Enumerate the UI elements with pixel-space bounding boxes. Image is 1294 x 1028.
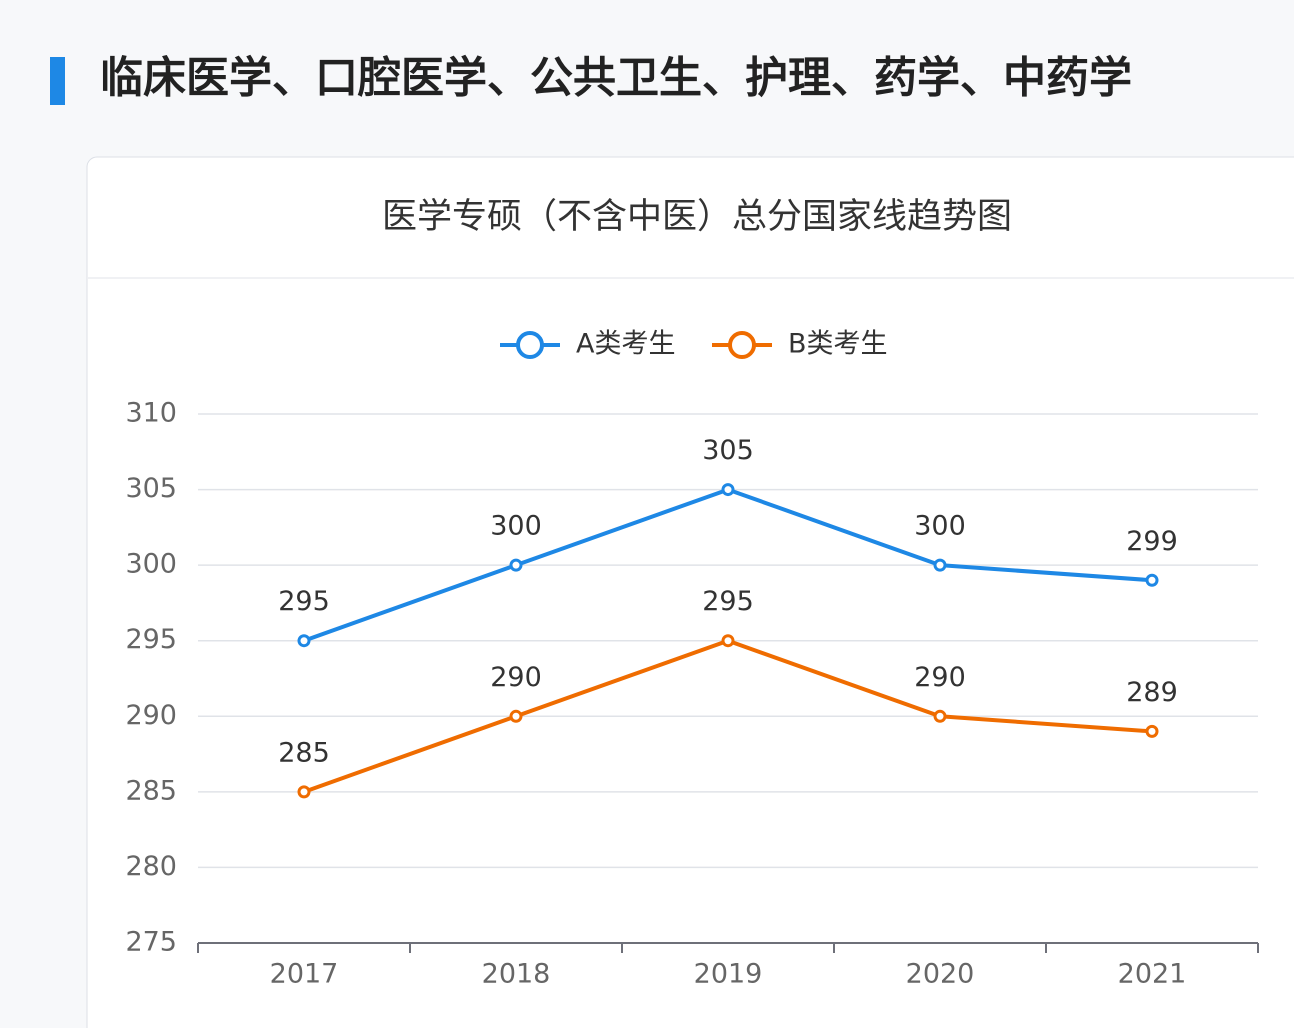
data-label: 300 xyxy=(914,511,966,542)
y-tick-label: 295 xyxy=(125,624,177,655)
data-point xyxy=(297,785,311,799)
y-tick-label: 285 xyxy=(125,775,177,806)
data-label: 285 xyxy=(278,737,330,768)
y-tick-label: 275 xyxy=(125,927,177,958)
data-point xyxy=(933,558,947,572)
x-tick-label: 2018 xyxy=(482,959,551,990)
x-tick-label: 2021 xyxy=(1118,959,1187,990)
data-label: 299 xyxy=(1126,526,1178,557)
plot: 275 280 285 290 295 300 305 310 2017 2018 2019 2020… xyxy=(125,329,1259,990)
x-tick-label: 2020 xyxy=(906,959,975,990)
x-tick-label: 2017 xyxy=(270,959,339,990)
chart-card xyxy=(86,156,1294,1028)
legend-marker xyxy=(516,331,544,359)
y-tick-label: 310 xyxy=(125,398,177,429)
x-tick-label: 2019 xyxy=(694,959,763,990)
chart-title: 医学专硕（不含中医）总分国家线趋势图 xyxy=(382,197,1012,237)
data-point xyxy=(509,709,523,723)
y-tick-label: 305 xyxy=(125,473,177,504)
y-tick-label: 290 xyxy=(125,700,177,731)
data-label: 289 xyxy=(1126,677,1178,708)
y-tick-label: 280 xyxy=(125,851,177,882)
data-point xyxy=(509,558,523,572)
data-point xyxy=(297,634,311,648)
y-tick-label: 300 xyxy=(125,549,177,580)
data-point xyxy=(721,483,735,497)
data-label: 290 xyxy=(914,662,966,693)
data-point xyxy=(1145,724,1159,738)
data-label: 305 xyxy=(702,435,754,466)
data-point xyxy=(721,634,735,648)
data-label: 295 xyxy=(278,586,330,617)
data-label: 300 xyxy=(490,511,542,542)
legend-label: A类考生 xyxy=(576,329,675,360)
legend-label: B类考生 xyxy=(788,329,888,360)
heading-bar xyxy=(50,57,65,105)
data-label: 295 xyxy=(702,586,754,617)
page-heading: 临床医学、口腔医学、公共卫生、护理、药学、中药学 xyxy=(100,54,1132,104)
data-point xyxy=(1145,573,1159,587)
data-label: 290 xyxy=(490,662,542,693)
data-point xyxy=(933,709,947,723)
legend-marker xyxy=(728,331,756,359)
